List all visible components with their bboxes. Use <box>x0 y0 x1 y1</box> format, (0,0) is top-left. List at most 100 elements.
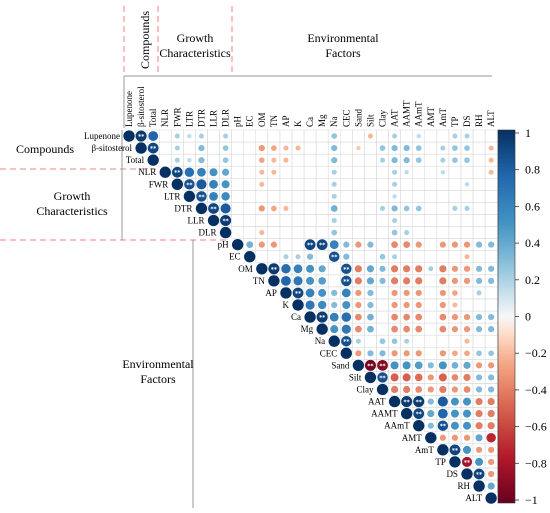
grid-cell <box>376 322 389 336</box>
corr-circle-tn-amt <box>439 277 447 285</box>
grid-cell <box>231 141 244 155</box>
grid-cell <box>315 250 329 264</box>
corr-circle-total-dtr <box>198 157 205 164</box>
grid-cell <box>231 214 244 227</box>
corr-circle-dtr-ds <box>464 205 470 211</box>
grid-cell <box>484 214 498 227</box>
sig-marker: ** <box>416 399 423 406</box>
corr-circle-nlr-llr <box>209 168 218 177</box>
diag-circle-ap <box>280 287 292 299</box>
corr-circle-dlr-aamt <box>404 230 410 236</box>
corr-circle-aamt-amt <box>437 408 448 419</box>
grid-cell <box>279 129 293 143</box>
col-label-sitosterol: β-sitosterol <box>136 86 146 127</box>
corr-circle-ap-aamt <box>415 289 422 297</box>
corr-circle-nlr-fwr <box>171 166 183 178</box>
row-label-ph: pH <box>218 240 230 250</box>
grid-cell <box>424 178 438 191</box>
corr-circle-sitosterol-alt <box>488 145 494 151</box>
grid-cell <box>460 298 474 312</box>
grid-cell <box>472 226 486 239</box>
sig-marker: ** <box>331 254 338 261</box>
corr-circle-om-clay <box>379 265 386 272</box>
corr-circle-tn-silt <box>366 277 375 285</box>
grid-cell <box>460 190 474 203</box>
corr-circle-mg-alt <box>488 326 495 333</box>
diag-circle-fwr <box>171 178 183 190</box>
corr-circle-amt-alt <box>488 446 495 453</box>
diag-circle-total <box>147 154 159 166</box>
grid-cell <box>436 190 450 203</box>
row-label-aat: AAT <box>368 397 386 407</box>
corr-circle-lupenone-ds <box>464 133 470 139</box>
grid-cell <box>424 250 438 264</box>
grid-cell <box>315 141 329 155</box>
col-label-nlr: NLR <box>160 109 170 127</box>
grid-cell <box>376 310 389 324</box>
row-label-lupenone: Lupenone <box>84 131 120 141</box>
corr-circle-ph-rh <box>475 241 483 248</box>
corr-circle-amt-amt <box>439 434 446 441</box>
corr-circle-dlr-om <box>259 230 265 236</box>
corr-circle-aat-tp <box>450 397 459 406</box>
diag-circle-sand <box>352 359 365 372</box>
corr-circle-om-rh <box>475 265 483 272</box>
sig-marker: ** <box>307 242 314 249</box>
grid-cell <box>255 214 269 227</box>
grid-cell <box>436 226 450 239</box>
row-label-ds: DS <box>446 469 458 479</box>
row-label-rh: RH <box>458 481 471 491</box>
corr-circle-ap-cec <box>341 288 351 298</box>
corr-circle-sitosterol-om <box>258 144 265 152</box>
grid-cell <box>340 141 353 155</box>
grid-cell <box>472 334 486 348</box>
corr-circle-silt-alt <box>488 374 495 381</box>
corr-circle-nlr-dlr <box>222 168 230 176</box>
row-label-mg: Mg <box>301 324 314 334</box>
grid-cell <box>472 178 486 191</box>
corr-circle-aamt-rh <box>475 410 483 418</box>
grid-cell <box>400 178 413 191</box>
corr-circle-tn-cec <box>341 275 352 287</box>
corr-circle-tp-alt <box>488 458 495 466</box>
sig-marker: ** <box>452 447 459 454</box>
corr-circle-aamt-amt <box>437 420 449 431</box>
grid-cell <box>436 334 450 348</box>
corr-circle-aamt-alt <box>487 410 495 418</box>
corr-circle-clay-aamt <box>415 386 423 393</box>
col-label-dlr: DLR <box>221 109 231 127</box>
corr-circle-fwr-dlr <box>221 180 230 189</box>
grid-cell <box>315 165 329 179</box>
grid-cell <box>231 226 244 239</box>
diag-circle-alt <box>485 492 497 504</box>
grid-cell <box>472 153 486 167</box>
corr-circle-om-tp <box>451 265 459 272</box>
corr-circle-cec-aamt <box>415 350 422 357</box>
corr-circle-sitosterol-na <box>331 144 338 152</box>
colorbar <box>497 129 516 504</box>
grid-cell <box>424 226 438 239</box>
col-label-clay: Clay <box>378 110 388 127</box>
grid-cell <box>364 202 377 215</box>
grid-cell <box>424 214 438 227</box>
row-label-sitosterol: β-sitosterol <box>91 143 132 153</box>
corr-circle-tn-rh <box>475 277 483 284</box>
corr-circle-ap-silt <box>367 289 374 297</box>
group-label-compounds-left: Compounds <box>16 142 74 156</box>
corr-circle-ca-na <box>329 312 339 322</box>
grid-cell <box>243 165 257 179</box>
row-label-om: OM <box>238 264 253 274</box>
corr-circle-ap-sand <box>355 289 362 297</box>
grid-cell <box>424 238 438 251</box>
grid-cell <box>340 190 353 203</box>
corr-circle-sitosterol-amt <box>440 145 446 151</box>
grid-cell <box>424 347 438 360</box>
grid-cell <box>400 250 413 264</box>
corr-circle-aat-alt <box>487 397 495 406</box>
grid-cell <box>376 165 389 179</box>
corr-circle-lupenone-fwr <box>174 133 180 139</box>
row-label-silt: Silt <box>349 372 362 382</box>
diag-circle-ph <box>231 238 244 251</box>
row-label-aamt: AAmT <box>384 421 410 431</box>
corr-circle-ap-na <box>331 289 338 297</box>
